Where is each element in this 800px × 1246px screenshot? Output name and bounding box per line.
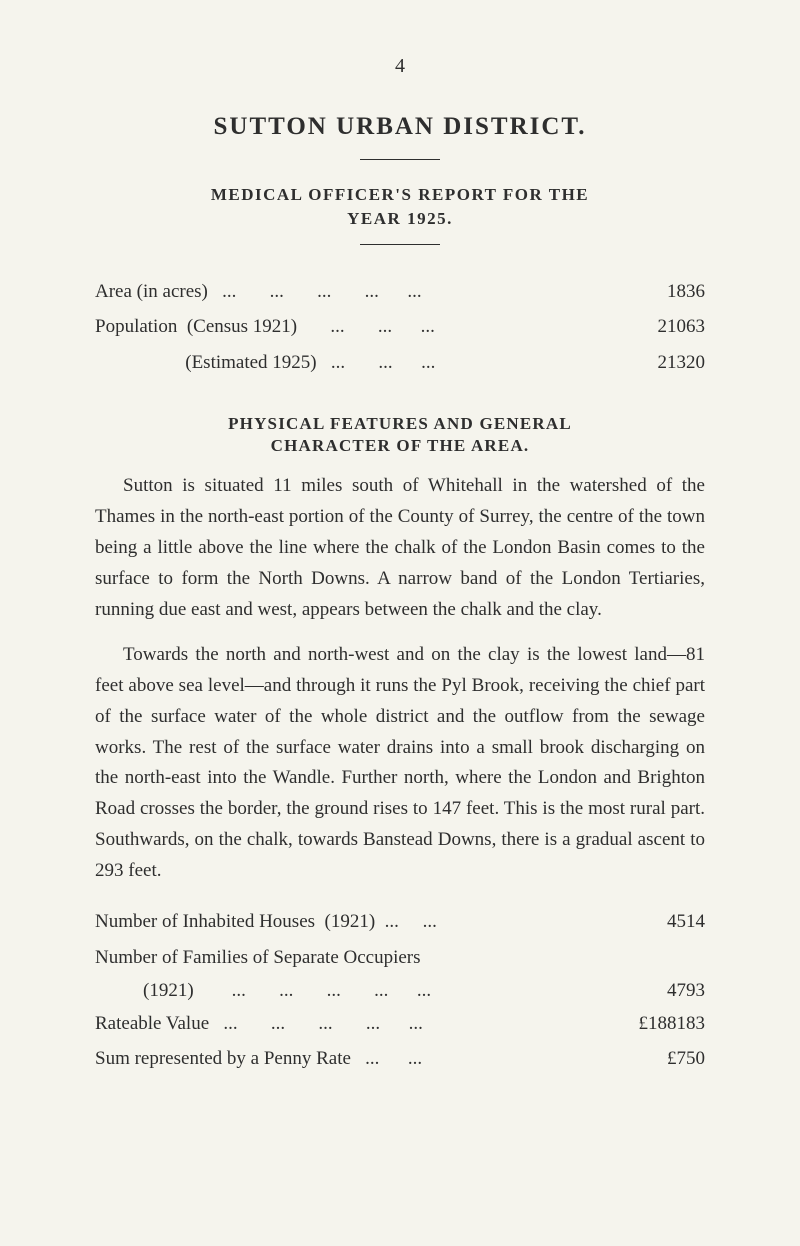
data-row: Rateable Value ... ... ... ... ... £1881… bbox=[95, 1007, 705, 1040]
paragraph-2: Towards the north and north-west and on … bbox=[95, 640, 705, 888]
top-data-block: Area (in acres) ... ... ... ... ... 1836… bbox=[95, 275, 705, 379]
data-label: Number of Families of Separate Occupiers bbox=[95, 941, 705, 974]
title-divider bbox=[360, 159, 440, 160]
data-label: (1921) ... ... ... ... ... bbox=[95, 974, 625, 1007]
data-value: 1836 bbox=[625, 275, 705, 308]
data-label: (Estimated 1925) ... ... ... bbox=[95, 346, 625, 379]
data-label: Number of Inhabited Houses (1921) ... ..… bbox=[95, 905, 625, 938]
data-row: (Estimated 1925) ... ... ... 21320 bbox=[95, 346, 705, 379]
data-value: £750 bbox=[625, 1042, 705, 1075]
data-label: Population (Census 1921) ... ... ... bbox=[95, 310, 625, 343]
paragraph-1: Sutton is situated 11 miles south of Whi… bbox=[95, 471, 705, 626]
data-value: £188183 bbox=[625, 1007, 705, 1040]
subtitle-line1: MEDICAL OFFICER'S REPORT FOR THE bbox=[95, 185, 705, 205]
data-row: (1921) ... ... ... ... ... 4793 bbox=[95, 974, 705, 1007]
data-value: 21320 bbox=[625, 346, 705, 379]
data-label: Area (in acres) ... ... ... ... ... bbox=[95, 275, 625, 308]
section-heading-line1: PHYSICAL FEATURES AND GENERAL bbox=[95, 414, 705, 434]
data-row: Area (in acres) ... ... ... ... ... 1836 bbox=[95, 275, 705, 308]
data-row: Number of Inhabited Houses (1921) ... ..… bbox=[95, 905, 705, 938]
section-heading-line2: CHARACTER OF THE AREA. bbox=[95, 436, 705, 456]
data-label: Rateable Value ... ... ... ... ... bbox=[95, 1007, 625, 1040]
data-value: 4514 bbox=[625, 905, 705, 938]
data-value: 21063 bbox=[625, 310, 705, 343]
bottom-data-block: Number of Inhabited Houses (1921) ... ..… bbox=[95, 905, 705, 1075]
subtitle-divider bbox=[360, 244, 440, 245]
subtitle-line2: YEAR 1925. bbox=[95, 209, 705, 229]
data-label: Sum represented by a Penny Rate ... ... bbox=[95, 1042, 625, 1075]
main-title: SUTTON URBAN DISTRICT. bbox=[95, 113, 705, 141]
page-number: 4 bbox=[95, 55, 705, 78]
data-row: Sum represented by a Penny Rate ... ... … bbox=[95, 1042, 705, 1075]
data-value: 4793 bbox=[625, 974, 705, 1007]
data-row-multiline: Number of Families of Separate Occupiers… bbox=[95, 941, 705, 1008]
data-row: Population (Census 1921) ... ... ... 210… bbox=[95, 310, 705, 343]
